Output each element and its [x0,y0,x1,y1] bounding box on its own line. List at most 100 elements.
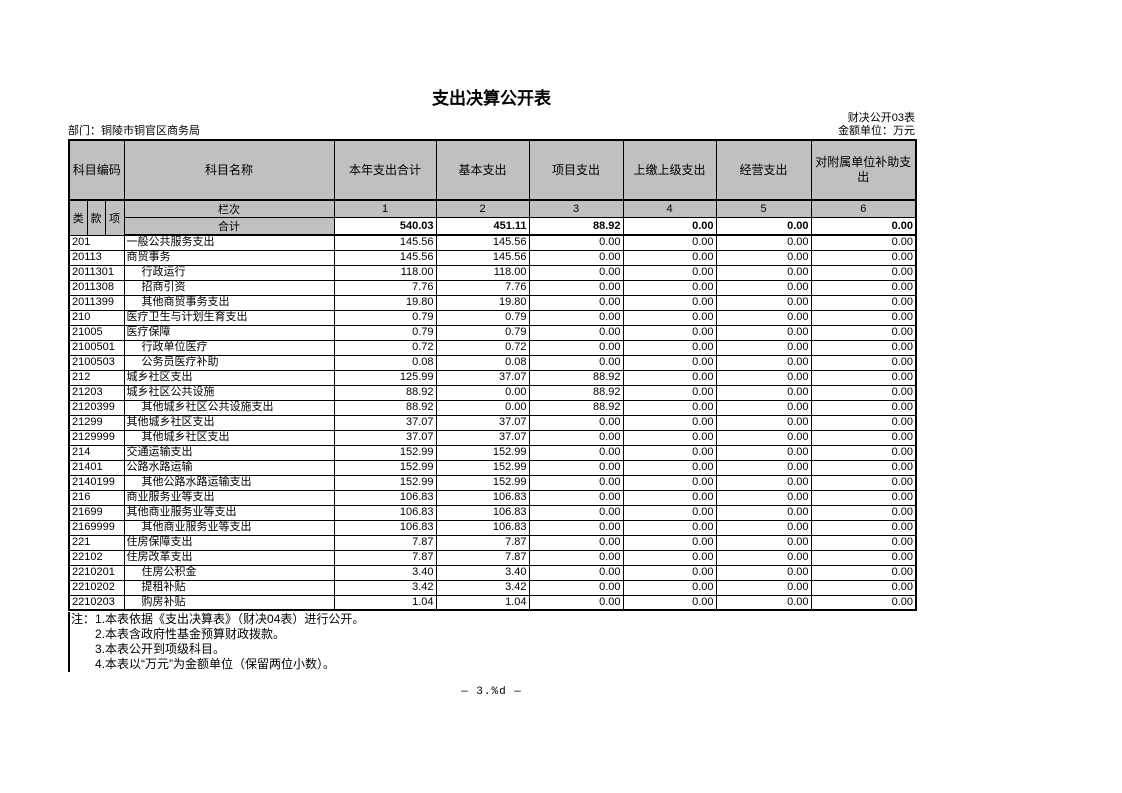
code-part-lei: 类 [68,199,88,236]
subject-name: 商业服务业等支出 [123,489,335,506]
value-cell: 0.00 [715,414,812,431]
value-cell: 0.00 [715,594,812,611]
value-cell: 0.00 [622,309,717,326]
value-cell: 3.40 [435,564,530,581]
subject-code: 21299 [68,414,125,431]
value-cell: 0.00 [715,474,812,491]
value-cell: 0.00 [528,279,624,296]
subject-code: 21203 [68,384,125,401]
value-cell: 0.00 [622,564,717,581]
value-cell: 152.99 [333,474,437,491]
subject-name: 公路水路运输 [123,459,335,476]
department-label: 部门：铜陵市铜官区商务局 [68,125,200,137]
value-cell: 0.00 [810,249,917,266]
table-row: 201 一般公共服务支出 145.56 145.56 0.00 0.00 0.00 0.00 [68,234,917,251]
subject-code: 21699 [68,504,125,521]
subject-name: 其他城乡社区支出 [123,414,335,431]
value-cell: 0.79 [435,324,530,341]
value-cell: 0.72 [333,339,437,356]
value-cell: 0.79 [435,309,530,326]
subject-name: 公务员医疗补助 [123,354,335,371]
value-cell: 0.00 [810,489,917,506]
table-row: 2169999 其他商业服务业等支出 106.83 106.83 0.00 0.00 0.0… [68,519,917,536]
note-line: 2.本表含政府性基金预算财政拨款。 [95,627,286,641]
value-cell: 118.00 [435,264,530,281]
value-cell: 0.00 [715,309,812,326]
value-cell: 0.00 [528,429,624,446]
value-cell: 37.07 [435,369,530,386]
subject-name: 提租补贴 [123,579,335,596]
value-cell: 0.00 [810,279,917,296]
subject-code: 2169999 [68,519,125,536]
value-cell: 7.76 [435,279,530,296]
value-cell: 7.87 [435,549,530,566]
value-cell: 106.83 [333,489,437,506]
value-cell: 0.00 [715,234,812,251]
expenditure-table: 科目编码 科目名称 本年支出合计 基本支出 项目支出 上缴上级支出 经营支出 对… [68,139,918,611]
table-row: 2210202 提租补贴 3.42 3.42 0.00 0.00 0.00 0.00 [68,579,917,596]
meta-bar: 部门：铜陵市铜官区商务局 财决公开03表 金额单位：万元 [68,112,915,138]
value-cell: 0.00 [715,489,812,506]
document-sheet: 支出决算公开表 部门：铜陵市铜官区商务局 财决公开03表 金额单位：万元 科目编… [68,88,918,698]
table-row: 212 城乡社区支出 125.99 37.07 88.92 0.00 0.00 0.00 [68,369,917,386]
table-header-row: 科目编码 科目名称 本年支出合计 基本支出 项目支出 上缴上级支出 经营支出 对… [68,139,917,201]
subject-name: 其他城乡社区公共设施支出 [123,399,335,416]
notes-lines: 1.本表依据《支出决算表》（财决04表）进行公开。 2.本表含政府性基金预算财政拨… [95,612,364,672]
table-row: 2129999 其他城乡社区支出 37.07 37.07 0.00 0.00 0.00 0.0… [68,429,917,446]
value-cell: 106.83 [333,519,437,536]
subject-code: 2210202 [68,579,125,596]
subject-code: 2011399 [68,294,125,311]
value-cell: 125.99 [333,369,437,386]
notes-label: 注： [71,612,96,626]
form-number: 财决公开03表 [847,112,915,124]
value-cell: 0.00 [810,399,917,416]
value-cell: 88.92 [333,399,437,416]
value-cell: 0.00 [528,519,624,536]
total-value: 88.92 [528,217,624,236]
subject-code: 214 [68,444,125,461]
value-cell: 3.42 [435,579,530,596]
value-cell: 3.40 [333,564,437,581]
value-cell: 0.00 [810,429,917,446]
value-cell: 0.79 [333,309,437,326]
subject-code: 2100501 [68,339,125,356]
value-cell: 0.00 [715,264,812,281]
page-number-footer: — 3.%d — [461,686,522,698]
value-cell: 0.00 [528,459,624,476]
subject-name: 医疗卫生与计划生育支出 [123,309,335,326]
header-col-total: 本年支出合计 [333,139,437,201]
subject-name: 行政运行 [123,264,335,281]
subject-name: 住房保障支出 [123,534,335,551]
value-cell: 145.56 [333,234,437,251]
value-cell: 7.87 [435,534,530,551]
value-cell: 145.56 [435,234,530,251]
value-cell: 0.00 [810,324,917,341]
subject-name: 医疗保障 [123,324,335,341]
value-cell: 0.00 [622,579,717,596]
table-row: 210 医疗卫生与计划生育支出 0.79 0.79 0.00 0.00 0.00 0.00 [68,309,917,326]
value-cell: 0.00 [528,474,624,491]
subject-code: 21005 [68,324,125,341]
header-subject-code: 科目编码 [68,139,125,201]
note-line: 1.本表依据《支出决算表》（财决04表）进行公开。 [95,612,365,626]
table-row: 22102 住房改革支出 7.87 7.87 0.00 0.00 0.00 0.00 [68,549,917,566]
subject-name: 其他商业服务业等支出 [123,504,335,521]
value-cell: 0.00 [622,354,717,371]
subject-code: 2140199 [68,474,125,491]
value-cell: 0.00 [810,594,917,611]
value-cell: 88.92 [333,384,437,401]
table-row: 21401 公路水路运输 152.99 152.99 0.00 0.00 0.00 0.00 [68,459,917,476]
value-cell: 0.00 [622,459,717,476]
value-cell: 106.83 [435,519,530,536]
table-row: 216 商业服务业等支出 106.83 106.83 0.00 0.00 0.00 0.00 [68,489,917,506]
subject-code: 2100503 [68,354,125,371]
value-cell: 0.00 [810,534,917,551]
value-cell: 145.56 [333,249,437,266]
value-cell: 106.83 [435,504,530,521]
value-cell: 0.00 [715,504,812,521]
value-cell: 152.99 [333,444,437,461]
table-body: 201 一般公共服务支出 145.56 145.56 0.00 0.00 0.00 0.00 2… [68,234,917,611]
subject-code: 2210203 [68,594,125,611]
code-part-xiang: 项 [104,199,125,236]
table-row: 2011301 行政运行 118.00 118.00 0.00 0.00 0.00 0.00 [68,264,917,281]
